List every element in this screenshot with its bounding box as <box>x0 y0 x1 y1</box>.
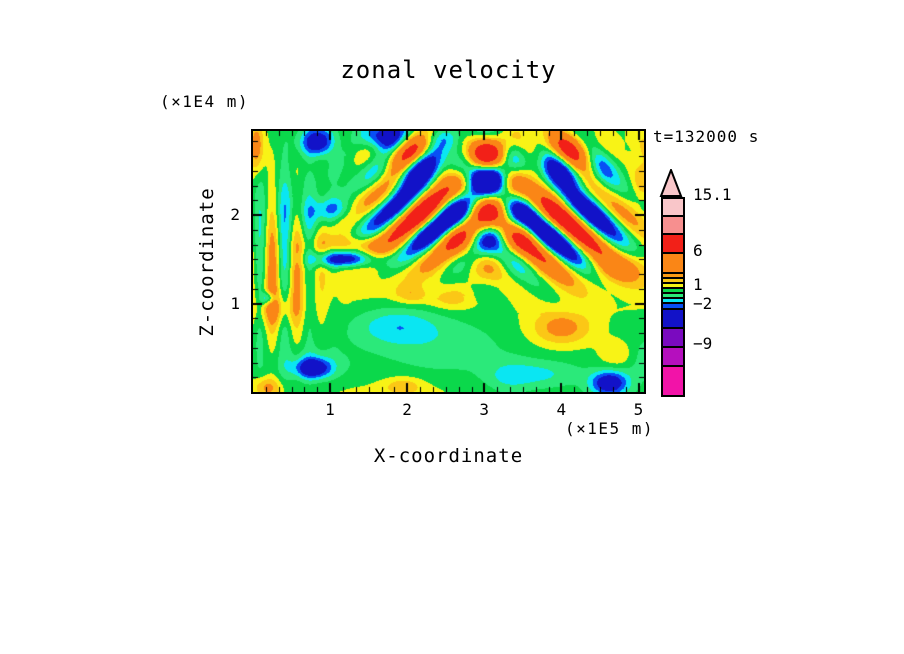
colorbar-arrow-shape <box>659 169 683 197</box>
x-tick-label: 4 <box>556 400 567 419</box>
colorbar-segment <box>663 348 683 367</box>
z-tick-label: 2 <box>230 205 240 225</box>
x-axis-title: X-coordinate <box>373 445 524 467</box>
colorbar-segment <box>663 279 683 284</box>
x-axis-unit-label: (×1E5 m) <box>565 419 655 438</box>
colorbar-segment <box>663 310 683 329</box>
colorbar-tick-label: 1 <box>693 275 703 294</box>
x-tick-label: 1 <box>325 400 335 419</box>
contour-plot-frame <box>251 129 646 394</box>
colorbar-segment <box>663 284 683 289</box>
colorbar-tick-label: 15.1 <box>693 185 732 204</box>
plot-title: zonal velocity <box>340 56 557 84</box>
y-axis-unit-label: (×1E4 m) <box>160 92 250 111</box>
colorbar-segment <box>663 329 683 348</box>
colorbar <box>661 197 685 397</box>
colorbar-segment <box>663 199 683 217</box>
colorbar-segment <box>663 235 683 254</box>
colorbar-segment <box>663 294 683 299</box>
colorbar-segment <box>663 367 683 395</box>
colorbar-segment <box>663 299 683 304</box>
x-tick-label: 5 <box>633 400 644 419</box>
colorbar-tick-label: 6 <box>693 241 703 260</box>
colorbar-segment <box>663 274 683 279</box>
x-tick-label: 3 <box>479 400 489 419</box>
contour-field-canvas <box>253 131 644 392</box>
colorbar-segment <box>663 289 683 294</box>
colorbar-tick-label: −2 <box>693 294 713 313</box>
colorbar-segment <box>663 304 683 310</box>
colorbar-tick-label: −9 <box>693 334 713 353</box>
x-tick-label: 2 <box>402 400 412 419</box>
colorbar-segment <box>663 254 683 274</box>
colorbar-segment <box>663 217 683 235</box>
time-annotation: t=132000 s <box>653 127 760 146</box>
colorbar-overflow-arrow <box>659 169 683 197</box>
z-tick-label: 1 <box>230 293 240 313</box>
